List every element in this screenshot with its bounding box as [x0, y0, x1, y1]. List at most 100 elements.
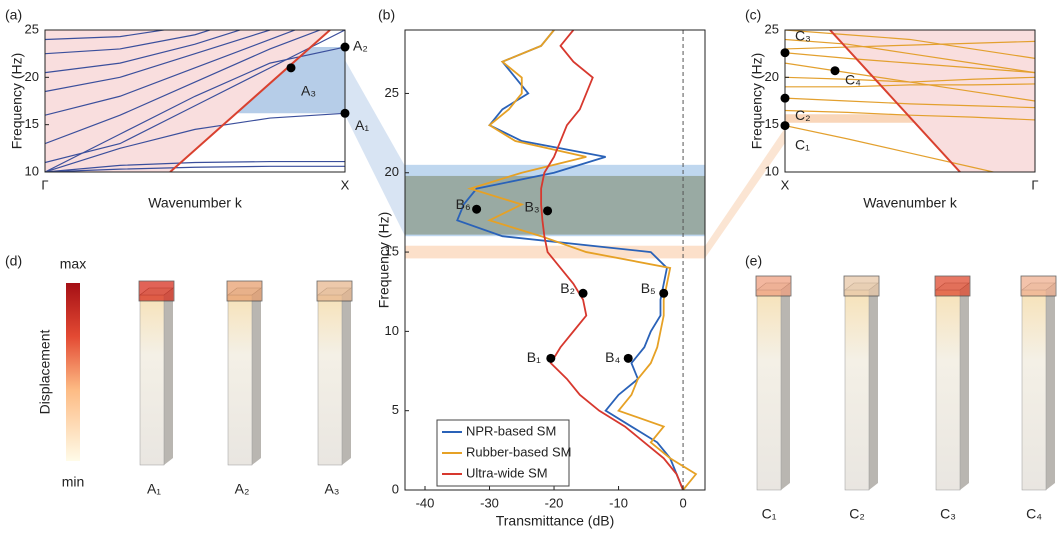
x-tick-label: Γ: [1031, 177, 1038, 192]
column-front: [140, 295, 164, 465]
column-side: [781, 283, 790, 490]
mode-label: B₄: [605, 349, 620, 365]
mode-name: C₄: [1026, 506, 1042, 522]
column-head: [317, 281, 352, 301]
legend-label: NPR-based SM: [466, 423, 556, 438]
mode-point: [472, 205, 481, 214]
plot-area: [45, 0, 345, 172]
y-tick-label: 10: [385, 323, 399, 338]
mode-label: A₁: [355, 117, 369, 133]
column-head: [935, 276, 970, 296]
x-tick-label: X: [341, 177, 350, 192]
mode-shape: [756, 276, 791, 490]
panel-label: (e): [745, 253, 762, 269]
y-tick-label: 25: [25, 21, 39, 36]
column-head: [756, 276, 791, 296]
x-tick-label: -30: [480, 495, 499, 510]
y-axis-label: Frequency (Hz): [376, 212, 392, 308]
mode-label: A₂: [353, 38, 368, 54]
figure: 10152025ΓXWavenumber kFrequency (Hz)(a)A…: [0, 0, 1060, 541]
column-head: [844, 276, 879, 296]
x-tick-label: X: [781, 177, 790, 192]
mode-label: B₆: [456, 196, 471, 212]
mode-name: C₃: [940, 506, 956, 522]
x-tick-label: -20: [545, 495, 564, 510]
y-tick-label: 20: [25, 69, 39, 84]
mode-point: [624, 354, 633, 363]
mode-label: C₁: [795, 136, 810, 152]
x-tick-label: Γ: [41, 177, 48, 192]
column-head: [139, 281, 174, 301]
mode-label: B₁: [527, 349, 541, 365]
y-tick-label: 0: [392, 481, 399, 496]
mode-point: [543, 206, 552, 215]
column-front: [757, 290, 781, 490]
mode-point: [546, 354, 555, 363]
mode-shape: [935, 276, 970, 490]
shaded-band: [405, 176, 705, 235]
y-tick-label: 25: [765, 21, 779, 36]
mode-label: B₃: [525, 199, 540, 215]
mode-shape: [1021, 276, 1056, 490]
y-axis-label: Frequency (Hz): [749, 53, 765, 149]
mode-point: [831, 66, 840, 75]
mode-point: [781, 94, 790, 103]
x-tick-label: -10: [609, 495, 628, 510]
y-tick-label: 10: [765, 163, 779, 178]
mode-point: [341, 43, 350, 52]
y-tick-label: 15: [765, 116, 779, 131]
legend-label: Rubber-based SM: [466, 444, 572, 459]
mode-shape: [139, 281, 174, 465]
y-tick-label: 20: [385, 164, 399, 179]
panel-label: (d): [5, 253, 22, 269]
column-side: [252, 288, 261, 465]
colorbar: [66, 283, 80, 461]
mode-point: [781, 121, 790, 130]
mode-point: [579, 289, 588, 298]
mode-point: [781, 48, 790, 57]
column-side: [960, 283, 969, 490]
mode-shape: [227, 281, 262, 465]
x-tick-label: 0: [679, 495, 686, 510]
y-tick-label: 25: [385, 85, 399, 100]
panel-label: (b): [378, 7, 395, 23]
mode-label: A₃: [301, 83, 316, 99]
mode-name: A₁: [147, 481, 161, 497]
column-side: [342, 288, 351, 465]
y-tick-label: 5: [392, 402, 399, 417]
mode-name: A₂: [235, 481, 250, 497]
mode-shape: [844, 276, 879, 490]
column-side: [869, 283, 878, 490]
y-tick-label: 10: [25, 163, 39, 178]
panel-label: (c): [745, 7, 761, 23]
mode-label: C₄: [845, 71, 861, 87]
colorbar-max: max: [60, 256, 86, 272]
column-front: [228, 295, 252, 465]
mode-point: [659, 289, 668, 298]
colorbar-label: Displacement: [37, 329, 53, 414]
x-tick-label: -40: [416, 495, 435, 510]
mode-label: B₂: [560, 280, 575, 296]
y-axis-label: Frequency (Hz): [9, 53, 25, 149]
y-tick-label: 15: [25, 116, 39, 131]
sound-cone: [830, 30, 1035, 172]
x-axis-label: Transmittance (dB): [496, 513, 615, 529]
connector: [705, 128, 785, 258]
panel-label: (a): [5, 7, 22, 23]
column-head: [1021, 276, 1056, 296]
mode-label: B₅: [641, 280, 656, 296]
shaded-band: [405, 246, 705, 259]
mode-point: [287, 63, 296, 72]
column-front: [318, 295, 342, 465]
mode-name: A₃: [324, 481, 339, 497]
mode-shape: [317, 281, 352, 465]
column-head: [227, 281, 262, 301]
mode-name: C₂: [849, 506, 865, 522]
column-side: [1046, 283, 1055, 490]
colorbar-min: min: [62, 474, 85, 490]
mode-label: C₃: [795, 27, 811, 43]
column-front: [936, 290, 960, 490]
legend-label: Ultra-wide SM: [466, 465, 548, 480]
mode-label: C₂: [795, 107, 811, 123]
mode-point: [341, 109, 350, 118]
